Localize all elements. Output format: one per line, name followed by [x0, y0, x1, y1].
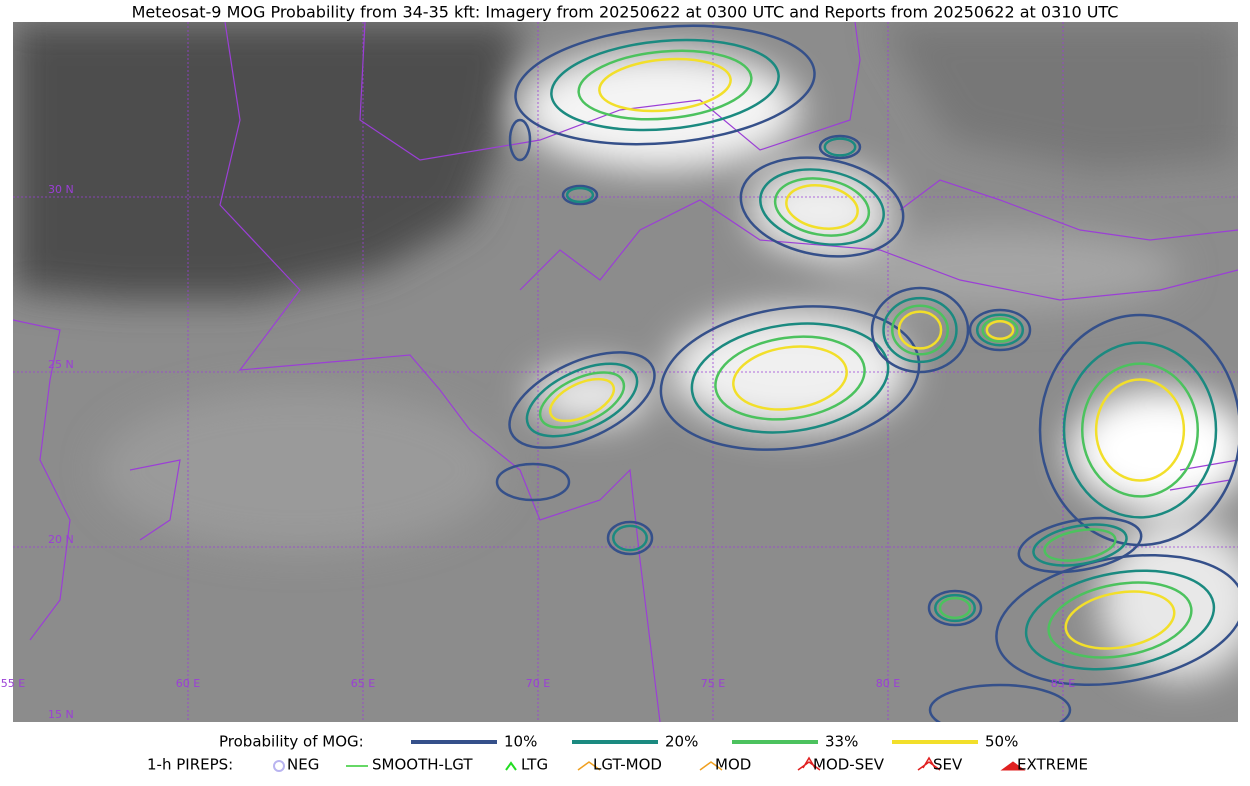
contour [690, 322, 890, 434]
graticule [13, 22, 1238, 722]
contour [985, 319, 1015, 341]
pirep-icon [797, 756, 821, 771]
contour [785, 184, 859, 230]
contour [495, 462, 571, 502]
legend-title: 1-h PIREPS: [147, 756, 233, 774]
contour [995, 553, 1238, 687]
legend-label: SMOOTH-LGT [372, 756, 473, 774]
contour [981, 317, 1019, 343]
contour [897, 310, 943, 350]
legend-label: LTG [521, 756, 548, 774]
contour [525, 362, 639, 438]
lon-label: 75 E [701, 677, 725, 690]
legend-label: 50% [985, 733, 1018, 751]
lat-label: 15 N [48, 708, 74, 721]
legend-label: 33% [825, 733, 858, 751]
contour [759, 168, 885, 246]
lat-label: 30 N [48, 183, 74, 196]
legend-label: EXTREME [1017, 756, 1088, 774]
contour [938, 596, 972, 620]
lon-label: 55 E [1, 677, 25, 690]
contours [495, 24, 1238, 722]
contour [975, 313, 1025, 347]
contour [1024, 569, 1216, 671]
pirep-icon [505, 761, 517, 771]
contour [1038, 313, 1238, 547]
contour [1094, 378, 1186, 482]
lon-label: 70 E [526, 677, 550, 690]
lon-label: 80 E [876, 677, 900, 690]
pirep-icon [699, 761, 723, 771]
contour [538, 371, 626, 429]
pirep-icon [577, 761, 601, 771]
contour [1017, 516, 1143, 574]
contour [550, 38, 780, 132]
contour [1062, 341, 1218, 519]
contour [927, 589, 983, 627]
contour [891, 304, 949, 356]
contour [659, 305, 921, 451]
contour [933, 593, 977, 623]
lon-label: 60 E [176, 677, 200, 690]
contour [773, 177, 871, 237]
contour [739, 156, 905, 258]
contour [882, 296, 958, 364]
contour [928, 683, 1072, 722]
pirep-icon [273, 760, 285, 772]
contour [561, 184, 599, 206]
contour [606, 520, 654, 556]
contour [818, 134, 862, 160]
contour [1047, 581, 1193, 659]
legend-label: NEG [287, 756, 319, 774]
legend-label: 10% [504, 733, 537, 751]
contour [612, 524, 648, 552]
contour [1032, 523, 1128, 567]
legend-label: MOD-SEV [813, 756, 885, 774]
legend: 10% 20% 33% 50% NEG SMOOTH-LGT LTG LGT-MOD MOD MO… [273, 733, 1088, 774]
contour [577, 49, 753, 121]
contour [1080, 362, 1200, 498]
contour [823, 137, 857, 157]
legend-label: LGT-MOD [593, 756, 662, 774]
borders [13, 22, 1238, 722]
contour [968, 308, 1032, 352]
lon-label: 65 E [351, 677, 375, 690]
contour [1043, 528, 1117, 562]
pirep-icon [1000, 761, 1026, 771]
contour [1064, 590, 1176, 650]
lat-label: 20 N [48, 533, 74, 546]
legend-label: 20% [665, 733, 698, 751]
legend-label: SEV [933, 756, 963, 774]
contour [598, 57, 732, 113]
contour [565, 186, 595, 204]
contour [514, 24, 816, 146]
contour [508, 118, 532, 162]
legend-label: MOD [715, 756, 751, 774]
map [13, 22, 1238, 722]
contour [732, 345, 848, 411]
contour [870, 286, 970, 374]
pirep-icon [917, 756, 941, 771]
lon-label: 85 E [1051, 677, 1075, 690]
title: Meteosat-9 MOG Probability from 34-35 kf… [132, 3, 1119, 22]
lat-label: 25 N [48, 358, 74, 371]
legend-title: Probability of MOG: [219, 733, 364, 751]
contour [548, 377, 616, 423]
contour [508, 351, 656, 449]
contour [714, 335, 866, 421]
